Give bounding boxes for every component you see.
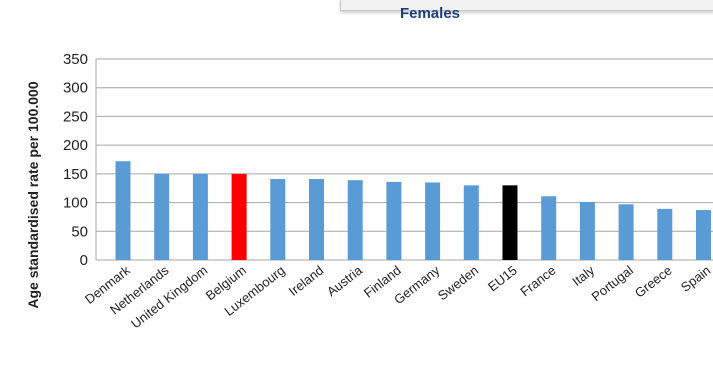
y-tick-label: 300	[63, 80, 88, 97]
x-tick-label: Italy	[569, 262, 597, 289]
bar-greece	[657, 208, 673, 260]
bar-ireland	[309, 179, 324, 260]
chart-title: Females	[399, 5, 461, 22]
y-tick-label: 0	[80, 252, 88, 269]
y-tick-label: 100	[63, 195, 88, 212]
bar-italy	[579, 201, 595, 260]
x-tick-label: Austria	[324, 262, 366, 299]
bars	[115, 161, 711, 260]
bar-finland	[386, 181, 402, 260]
y-axis-label: Age standardised rate per 100.000	[25, 81, 41, 308]
bar-netherlands	[154, 173, 170, 260]
bar-eu15	[502, 185, 518, 260]
bar-germany	[425, 182, 441, 260]
bar-austria	[347, 180, 363, 260]
x-tick-label: France	[517, 263, 558, 300]
y-tick-label: 250	[63, 108, 88, 125]
bar-belgium	[231, 173, 247, 260]
y-tick-label: 50	[71, 223, 88, 240]
x-tick-label: Greece	[632, 263, 675, 301]
x-tick-label: EU15	[485, 263, 520, 295]
y-tick-label: 350	[63, 51, 88, 68]
gridlines	[95, 58, 713, 261]
bar-denmark	[115, 161, 131, 260]
x-tick-label: Portugal	[589, 262, 636, 304]
y-tick-label: 200	[63, 137, 88, 154]
header-panel	[340, 0, 713, 11]
x-tick-label: Ireland	[286, 263, 327, 299]
x-tick-label: Spain	[678, 263, 713, 295]
bar-portugal	[618, 204, 634, 260]
y-tick-label: 150	[63, 166, 88, 183]
y-axis-ticks: 0 50 100 150 200 250 300 350	[63, 51, 88, 269]
bar-united-kingdom	[192, 173, 208, 260]
bar-luxembourg	[270, 179, 286, 260]
bar-france	[541, 196, 557, 260]
x-tick-label: Sweden	[435, 263, 481, 304]
bar-sweden	[463, 185, 479, 260]
bar-spain	[696, 210, 711, 260]
